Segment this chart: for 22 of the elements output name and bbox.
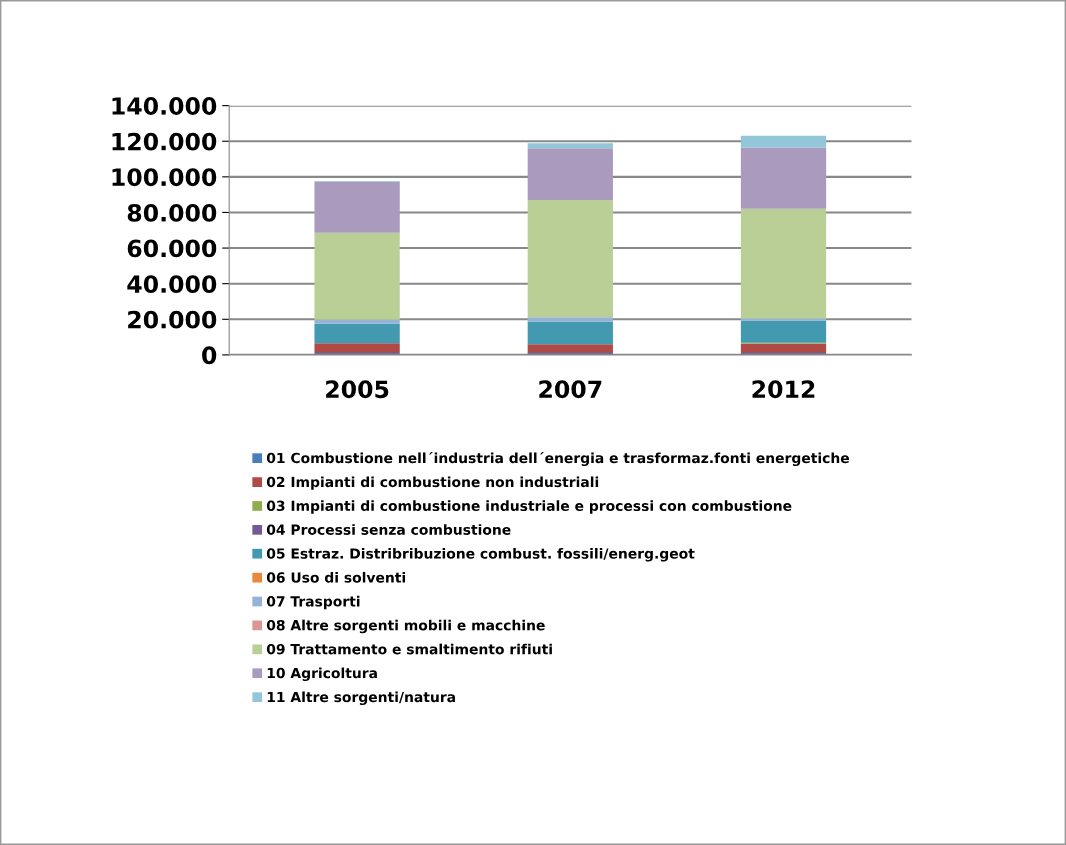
- y-tick-label: 100.000: [112, 168, 217, 187]
- legend-label: 09 Trattamento e smaltimento rifiuti: [266, 643, 552, 655]
- legend-label: 10 Agricoltura: [267, 667, 377, 682]
- legend-label: 05 Estraz. Distribribuzione combust. fossili/energ.geot: [266, 548, 695, 562]
- y-tick-label: 140.000: [112, 97, 217, 115]
- legend-label: 03 Impianti di combustione industriale e processi con combustione: [266, 500, 792, 514]
- legend-label: 04 Processi senza combustione: [266, 524, 511, 535]
- legend-label: 07 Trasporti: [266, 595, 360, 610]
- y-tick-label: 60.000: [127, 239, 217, 258]
- x-tick-label: 2005: [326, 380, 389, 399]
- x-tick-label: 2012: [752, 380, 815, 399]
- y-tick-label: 120.000: [112, 132, 217, 151]
- y-tick-label: 0: [202, 346, 217, 365]
- legend-label: 11 Altre sorgenti/natura: [267, 691, 455, 706]
- y-tick-label: 20.000: [128, 310, 217, 329]
- legend-label: 06 Uso di solventi: [266, 571, 406, 583]
- legend-label: 01 Combustione nell´industria dell´energia e trasformaz.fonti energetiche: [266, 451, 850, 467]
- legend-label: 02 Impianti di combustione non industriali: [266, 476, 599, 490]
- y-tick-label: 40.000: [127, 275, 217, 293]
- legend-label: 08 Altre sorgenti mobili e macchine: [266, 619, 545, 634]
- x-tick-label: 2007: [539, 380, 602, 399]
- y-tick-label: 80.000: [127, 203, 217, 222]
